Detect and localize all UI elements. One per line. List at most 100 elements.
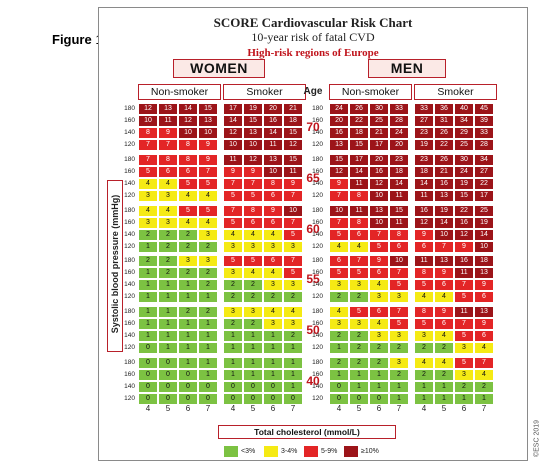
sbp-tick-160: 160 xyxy=(312,117,323,124)
risk-cell-men-smoker-age70-sbp160-chol5: 31 xyxy=(435,116,453,126)
sbp-tick-180: 180 xyxy=(124,207,135,214)
risk-cell-men-smoker-age60-sbp160-chol4: 12 xyxy=(415,218,433,228)
x-tick-men-nonsmoker-5: 5 xyxy=(356,404,362,413)
x-tick-women-nonsmoker-7: 7 xyxy=(205,404,211,413)
risk-cell-men-nonsmoker-age55-sbp160-chol5: 5 xyxy=(350,268,368,278)
risk-cell-women-nonsmoker-age40-sbp160-chol6: 0 xyxy=(179,370,197,380)
risk-cell-women-smoker-age40-sbp180-chol6: 1 xyxy=(264,358,282,368)
sbp-tick-120: 120 xyxy=(124,293,135,300)
risk-cell-women-nonsmoker-age40-sbp180-chol7: 1 xyxy=(199,358,217,368)
sbp-tick-180: 180 xyxy=(312,359,323,366)
risk-cell-women-smoker-age40-sbp120-chol6: 0 xyxy=(264,394,282,404)
risk-cell-women-nonsmoker-age65-sbp180-chol7: 9 xyxy=(199,155,217,165)
risk-cell-women-smoker-age40-sbp120-chol7: 0 xyxy=(284,394,302,404)
risk-cell-women-smoker-age65-sbp140-chol6: 8 xyxy=(264,179,282,189)
risk-cell-women-nonsmoker-age60-sbp140-chol5: 2 xyxy=(159,230,177,240)
risk-cell-men-nonsmoker-age65-sbp180-chol6: 20 xyxy=(370,155,388,165)
risk-cell-women-smoker-age60-sbp140-chol4: 4 xyxy=(224,230,242,240)
risk-cell-men-nonsmoker-age60-sbp180-chol4: 10 xyxy=(330,206,348,216)
risk-cell-women-nonsmoker-age50-sbp160-chol7: 1 xyxy=(199,319,217,329)
sbp-tick-140: 140 xyxy=(312,180,323,187)
risk-cell-men-nonsmoker-age70-sbp120-chol7: 20 xyxy=(390,140,408,150)
risk-cell-men-smoker-age60-sbp180-chol7: 25 xyxy=(475,206,493,216)
sbp-tick-140: 140 xyxy=(312,231,323,238)
risk-cell-men-nonsmoker-age70-sbp180-chol4: 24 xyxy=(330,104,348,114)
risk-cell-men-smoker-age40-sbp120-chol6: 1 xyxy=(455,394,473,404)
risk-cell-men-nonsmoker-age70-sbp160-chol5: 22 xyxy=(350,116,368,126)
risk-cell-women-smoker-age50-sbp160-chol7: 3 xyxy=(284,319,302,329)
risk-cell-men-smoker-age70-sbp160-chol4: 27 xyxy=(415,116,433,126)
risk-cell-men-smoker-age65-sbp160-chol5: 21 xyxy=(435,167,453,177)
risk-cell-men-nonsmoker-age40-sbp180-chol6: 2 xyxy=(370,358,388,368)
risk-cell-women-nonsmoker-age40-sbp160-chol7: 1 xyxy=(199,370,217,380)
sbp-tick-140: 140 xyxy=(312,281,323,288)
risk-cell-men-nonsmoker-age70-sbp120-chol5: 15 xyxy=(350,140,368,150)
risk-cell-women-nonsmoker-age60-sbp160-chol5: 3 xyxy=(159,218,177,228)
risk-cell-men-nonsmoker-age50-sbp140-chol7: 3 xyxy=(390,331,408,341)
risk-cell-men-smoker-age70-sbp180-chol7: 45 xyxy=(475,104,493,114)
risk-cell-men-smoker-age70-sbp160-chol6: 34 xyxy=(455,116,473,126)
risk-cell-men-nonsmoker-age40-sbp140-chol5: 1 xyxy=(350,382,368,392)
risk-cell-men-nonsmoker-age70-sbp160-chol4: 20 xyxy=(330,116,348,126)
sbp-tick-140: 140 xyxy=(124,180,135,187)
risk-cell-men-smoker-age65-sbp180-chol7: 34 xyxy=(475,155,493,165)
sbp-tick-180: 180 xyxy=(312,308,323,315)
risk-cell-women-smoker-age40-sbp160-chol6: 1 xyxy=(264,370,282,380)
risk-cell-women-smoker-age60-sbp160-chol6: 6 xyxy=(264,218,282,228)
risk-cell-women-nonsmoker-age50-sbp120-chol6: 1 xyxy=(179,343,197,353)
risk-cell-men-smoker-age55-sbp180-chol6: 16 xyxy=(455,256,473,266)
sbp-tick-120: 120 xyxy=(312,293,323,300)
risk-cell-men-nonsmoker-age50-sbp140-chol5: 2 xyxy=(350,331,368,341)
risk-cell-men-nonsmoker-age55-sbp160-chol6: 6 xyxy=(370,268,388,278)
risk-cell-men-smoker-age60-sbp140-chol5: 10 xyxy=(435,230,453,240)
risk-cell-women-nonsmoker-age70-sbp160-chol6: 12 xyxy=(179,116,197,126)
risk-cell-men-nonsmoker-age40-sbp180-chol7: 3 xyxy=(390,358,408,368)
risk-cell-women-nonsmoker-age40-sbp180-chol5: 0 xyxy=(159,358,177,368)
risk-cell-men-smoker-age60-sbp180-chol5: 19 xyxy=(435,206,453,216)
women-smoker-header: Smoker xyxy=(223,84,306,100)
risk-cell-women-nonsmoker-age50-sbp160-chol4: 1 xyxy=(139,319,157,329)
risk-cell-men-nonsmoker-age60-sbp140-chol5: 6 xyxy=(350,230,368,240)
risk-cell-women-nonsmoker-age55-sbp120-chol7: 1 xyxy=(199,292,217,302)
x-tick-women-nonsmoker-4: 4 xyxy=(145,404,151,413)
x-axis-label: Total cholesterol (mmol/L) xyxy=(218,425,396,439)
risk-cell-women-smoker-age70-sbp120-chol6: 11 xyxy=(264,140,282,150)
risk-cell-women-nonsmoker-age55-sbp140-chol4: 1 xyxy=(139,280,157,290)
risk-cell-women-smoker-age60-sbp160-chol4: 5 xyxy=(224,218,242,228)
risk-cell-men-nonsmoker-age40-sbp120-chol5: 0 xyxy=(350,394,368,404)
legend-label-2: 3-4% xyxy=(281,448,298,455)
legend-swatch-4 xyxy=(344,446,358,457)
risk-cell-men-nonsmoker-age70-sbp140-chol7: 24 xyxy=(390,128,408,138)
sbp-tick-160: 160 xyxy=(124,117,135,124)
risk-cell-women-smoker-age60-sbp120-chol5: 3 xyxy=(244,242,262,252)
risk-cell-women-smoker-age50-sbp180-chol7: 4 xyxy=(284,307,302,317)
risk-cell-men-nonsmoker-age65-sbp140-chol5: 11 xyxy=(350,179,368,189)
risk-cell-men-smoker-age40-sbp180-chol4: 4 xyxy=(415,358,433,368)
risk-cell-women-nonsmoker-age40-sbp120-chol6: 0 xyxy=(179,394,197,404)
sbp-tick-180: 180 xyxy=(312,156,323,163)
risk-cell-men-smoker-age60-sbp120-chol5: 7 xyxy=(435,242,453,252)
risk-cell-women-smoker-age60-sbp180-chol6: 9 xyxy=(264,206,282,216)
risk-cell-women-nonsmoker-age65-sbp180-chol6: 8 xyxy=(179,155,197,165)
risk-cell-women-smoker-age60-sbp120-chol4: 3 xyxy=(224,242,242,252)
risk-cell-women-nonsmoker-age70-sbp120-chol6: 8 xyxy=(179,140,197,150)
risk-cell-men-smoker-age60-sbp120-chol7: 10 xyxy=(475,242,493,252)
x-tick-women-smoker-4: 4 xyxy=(230,404,236,413)
risk-cell-women-smoker-age70-sbp140-chol4: 12 xyxy=(224,128,242,138)
risk-cell-women-smoker-age50-sbp160-chol5: 2 xyxy=(244,319,262,329)
region-label: High-risk regions of Europe xyxy=(247,47,379,59)
risk-cell-men-smoker-age70-sbp180-chol4: 33 xyxy=(415,104,433,114)
risk-cell-men-nonsmoker-age50-sbp140-chol6: 3 xyxy=(370,331,388,341)
age-label-40: 40 xyxy=(306,374,320,388)
risk-cell-women-smoker-age70-sbp180-chol7: 21 xyxy=(284,104,302,114)
risk-cell-men-nonsmoker-age65-sbp180-chol4: 15 xyxy=(330,155,348,165)
risk-cell-women-nonsmoker-age70-sbp160-chol4: 10 xyxy=(139,116,157,126)
risk-cell-women-nonsmoker-age70-sbp140-chol5: 9 xyxy=(159,128,177,138)
risk-cell-men-smoker-age50-sbp180-chol6: 11 xyxy=(455,307,473,317)
risk-cell-women-smoker-age65-sbp180-chol7: 15 xyxy=(284,155,302,165)
risk-cell-men-smoker-age70-sbp120-chol5: 22 xyxy=(435,140,453,150)
risk-cell-men-nonsmoker-age60-sbp160-chol4: 7 xyxy=(330,218,348,228)
risk-cell-men-smoker-age40-sbp180-chol6: 5 xyxy=(455,358,473,368)
risk-cell-women-nonsmoker-age60-sbp180-chol5: 4 xyxy=(159,206,177,216)
sbp-tick-140: 140 xyxy=(124,281,135,288)
